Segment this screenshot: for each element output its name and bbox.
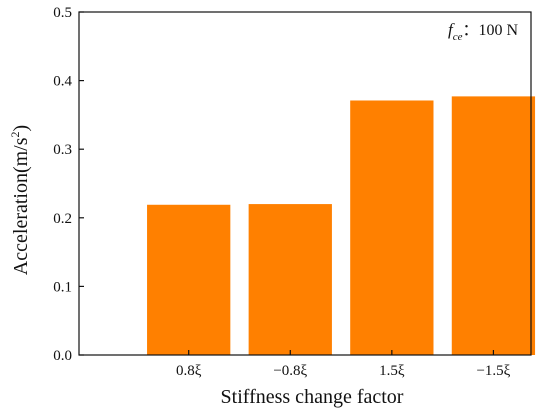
y-tick-label: 0.0 bbox=[53, 348, 72, 364]
force-symbol: f bbox=[448, 20, 455, 39]
bar-3 bbox=[350, 100, 434, 356]
y-axis-title-tail: ) bbox=[10, 125, 32, 132]
axes-frame bbox=[78, 11, 532, 356]
y-axis-title-main: Acceleration(m/s bbox=[10, 137, 32, 275]
x-axis-title: Stiffness change factor bbox=[221, 386, 404, 408]
force-separator: ： bbox=[463, 22, 479, 39]
y-axis-title-sup: 2 bbox=[8, 131, 22, 137]
force-value: 100 N bbox=[479, 22, 519, 39]
bar-1 bbox=[147, 204, 231, 355]
bars bbox=[147, 96, 536, 356]
y-tick-label: 0.2 bbox=[53, 211, 72, 227]
y-tick-label: 0.4 bbox=[53, 74, 72, 90]
bar-2 bbox=[248, 204, 332, 355]
y-tick-label: 0.1 bbox=[53, 279, 72, 295]
x-tick-label: 1.5ξ bbox=[379, 363, 405, 379]
x-tick-label: −1.5ξ bbox=[476, 363, 510, 379]
force-annotation: fce：100 N bbox=[448, 20, 519, 43]
y-tick-label: 0.3 bbox=[53, 142, 72, 158]
x-ticks: 0.8ξ −0.8ξ 1.5ξ −1.5ξ bbox=[176, 350, 511, 379]
y-axis-title: Acceleration(m/s2) bbox=[8, 125, 32, 275]
y-ticks: 0.0 0.1 0.2 0.3 0.4 0.5 bbox=[53, 5, 84, 364]
x-tick-label: 0.8ξ bbox=[176, 363, 202, 379]
plot-frame bbox=[78, 11, 532, 356]
force-subscript: ce bbox=[453, 31, 463, 43]
y-tick-label: 0.5 bbox=[53, 5, 72, 21]
bar-4 bbox=[451, 96, 536, 355]
x-tick-label: −0.8ξ bbox=[273, 363, 307, 379]
